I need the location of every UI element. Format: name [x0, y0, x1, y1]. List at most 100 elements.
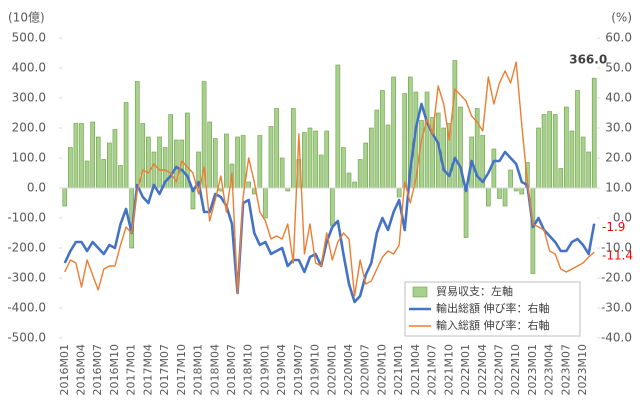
x-tick-label: 2018M01 [192, 344, 205, 395]
legend-label: 輸入総額 伸び率：右軸 [436, 318, 550, 332]
bar [84, 160, 90, 189]
bar [151, 151, 157, 189]
y-tick-label: 400.0 [12, 61, 46, 75]
y2-tick-label: 50.0 [605, 61, 632, 75]
bar [207, 121, 212, 189]
bar [486, 187, 491, 207]
bar [580, 136, 586, 189]
y-tick-label: -200.0 [7, 241, 46, 255]
bar [452, 60, 458, 189]
legend-label: 輸出総額 伸び率：右軸 [436, 301, 550, 315]
x-tick-label: 2019M07 [292, 344, 305, 395]
bar [385, 124, 391, 189]
bar [519, 187, 525, 195]
bar [68, 147, 73, 189]
value-label: -11.4 [602, 249, 633, 263]
bar [302, 132, 307, 189]
bar [396, 187, 402, 198]
x-tick-label: 2018M10 [242, 344, 255, 395]
bar [536, 127, 541, 189]
bar [591, 77, 597, 189]
y2-tick-label: 0.0 [613, 211, 632, 225]
y-tick-label: 500.0 [12, 31, 46, 45]
bar [95, 136, 101, 189]
x-tick-label: 2016M07 [91, 344, 104, 395]
bar [502, 187, 508, 207]
bar [240, 135, 246, 189]
bar [569, 130, 575, 189]
x-tick-label: 2019M10 [309, 344, 322, 395]
bar [157, 136, 162, 189]
x-tick-label: 2016M04 [75, 344, 88, 395]
bar [374, 109, 380, 189]
bar [79, 123, 84, 189]
bar [363, 142, 369, 189]
y2-tick-label: -30.0 [601, 301, 632, 315]
bar [279, 157, 285, 189]
x-tick-label: 2016M10 [108, 344, 121, 395]
bar [463, 187, 469, 238]
bar [62, 187, 68, 207]
bar [224, 133, 229, 189]
x-tick-label: 2023M04 [543, 344, 556, 395]
x-tick-label: 2019M04 [275, 344, 288, 395]
y-tick-label: 0.0 [27, 181, 46, 195]
bar [324, 130, 330, 189]
bar [352, 181, 357, 189]
y2-tick-label: -10.0 [601, 241, 632, 255]
bar [497, 187, 502, 199]
bar [329, 187, 335, 226]
x-tick-label: 2019M01 [258, 344, 271, 395]
bar [123, 102, 129, 189]
y-tick-label: -300.0 [7, 271, 46, 285]
x-tick-label: 2020M04 [342, 344, 355, 395]
y2-tick-label: -20.0 [601, 271, 632, 285]
bar [508, 169, 513, 189]
x-tick-label: 2017M01 [125, 344, 138, 395]
bar [346, 172, 352, 189]
bar [274, 108, 279, 189]
x-tick-label: 2021M07 [426, 344, 439, 395]
bar [547, 111, 552, 189]
y2-tick-label: 10.0 [605, 181, 632, 195]
bar [101, 159, 107, 189]
y2-tick-label: 60.0 [605, 31, 632, 45]
bar [263, 187, 268, 219]
x-tick-label: 2021M01 [392, 344, 405, 395]
x-tick-label: 2023M10 [576, 344, 589, 395]
bar [212, 138, 218, 189]
bar [90, 121, 95, 189]
legend-box [404, 281, 581, 337]
bar [558, 168, 564, 189]
x-tick-label: 2023M07 [559, 344, 572, 395]
bar [368, 127, 374, 189]
x-tick-label: 2020M07 [359, 344, 372, 395]
x-tick-label: 2020M01 [325, 344, 338, 395]
bar [313, 130, 318, 189]
x-tick-label: 2016M01 [58, 344, 71, 395]
y-tick-label: 300.0 [12, 91, 46, 105]
x-tick-label: 2018M04 [208, 344, 221, 395]
bar [73, 123, 79, 189]
legend-label: 貿易収支：左軸 [436, 284, 513, 298]
bar [134, 81, 140, 189]
bar [307, 127, 313, 189]
y-tick-label: 200.0 [12, 121, 46, 135]
bar [112, 129, 118, 189]
bar [257, 135, 263, 189]
y-tick-label: -500.0 [7, 331, 46, 345]
bar [235, 136, 240, 189]
bar [391, 76, 396, 189]
y2-tick-label: 40.0 [605, 91, 632, 105]
bar [552, 114, 558, 189]
bar [402, 93, 408, 189]
line [63, 102, 596, 304]
bar [541, 114, 547, 189]
bar [290, 108, 296, 189]
y2-tick-label: -40.0 [601, 331, 632, 345]
bar [586, 151, 591, 189]
bar [564, 106, 569, 189]
x-tick-label: 2022M01 [459, 344, 472, 395]
